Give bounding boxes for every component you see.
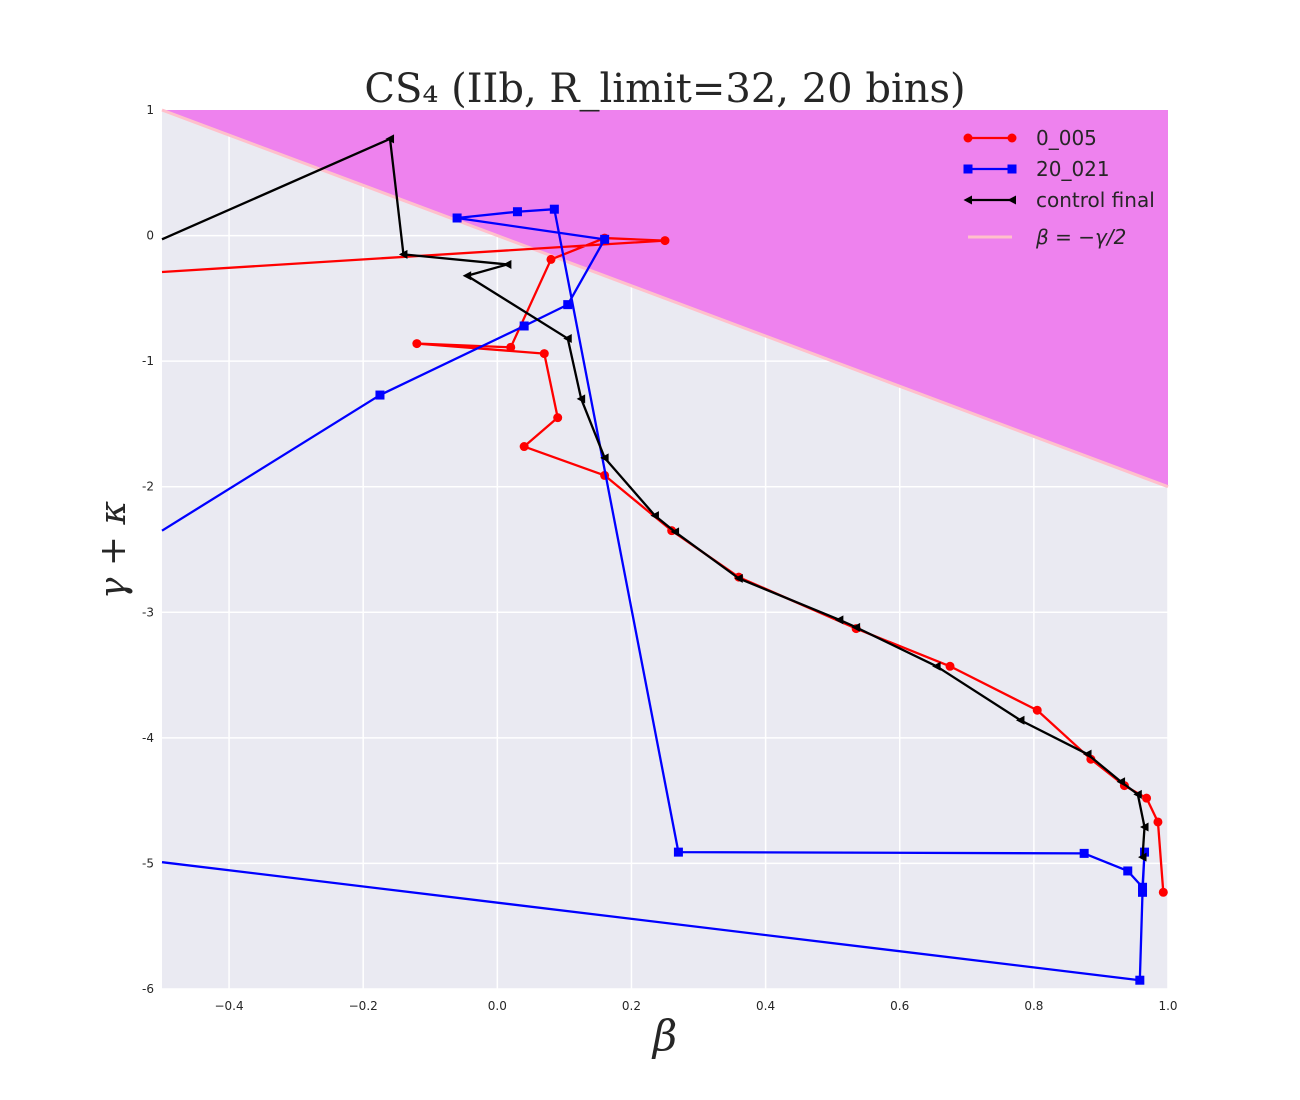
data-point bbox=[1133, 789, 1142, 799]
y-ticks: 1 0 -1 -2 -3 -4 -5 -6 bbox=[142, 103, 154, 996]
data-point bbox=[1158, 887, 1168, 897]
y-tick-label: -6 bbox=[142, 982, 154, 996]
data-point bbox=[600, 453, 609, 463]
series-group bbox=[161, 134, 1168, 985]
legend-marker bbox=[963, 133, 973, 143]
data-point bbox=[539, 349, 549, 359]
legend-label: 0_005 bbox=[1036, 126, 1097, 150]
data-point bbox=[519, 321, 529, 331]
data-point bbox=[673, 847, 683, 857]
x-tick-label: −0.2 bbox=[349, 999, 378, 1013]
data-point bbox=[1138, 852, 1147, 862]
y-tick-label: 0 bbox=[146, 229, 154, 243]
data-point bbox=[1138, 887, 1148, 897]
legend-marker bbox=[1007, 164, 1017, 174]
data-point bbox=[1140, 847, 1150, 857]
data-point bbox=[932, 661, 941, 671]
y-tick-label: -5 bbox=[142, 856, 154, 870]
data-point bbox=[563, 300, 573, 310]
data-point bbox=[1153, 817, 1163, 827]
boundary-line bbox=[161, 108, 1169, 489]
x-tick-label: −0.4 bbox=[214, 999, 243, 1013]
legend-label: control final bbox=[1036, 188, 1155, 212]
series-1 bbox=[161, 204, 1150, 985]
data-point bbox=[563, 334, 572, 344]
legend-label: 20_021 bbox=[1036, 157, 1110, 181]
data-point bbox=[650, 511, 659, 521]
series-line bbox=[161, 137, 1146, 858]
y-tick-label: -4 bbox=[142, 731, 154, 745]
data-point bbox=[375, 390, 385, 400]
y-tick-label: 1 bbox=[146, 103, 154, 117]
y-tick-label: -2 bbox=[142, 480, 154, 494]
data-point bbox=[519, 442, 529, 452]
data-point bbox=[1142, 793, 1152, 803]
x-tick-label: 0.8 bbox=[1024, 999, 1043, 1013]
data-point bbox=[1032, 705, 1042, 715]
data-point bbox=[834, 615, 844, 625]
legend-item: 0_005 bbox=[963, 126, 1097, 150]
legend-marker bbox=[1007, 195, 1016, 205]
data-point bbox=[1083, 749, 1092, 759]
data-point bbox=[945, 661, 955, 671]
legend-item: 20_021 bbox=[963, 157, 1110, 181]
chart-title: CS₄ (IIb, R_limit=32, 20 bins) bbox=[364, 66, 965, 112]
data-point bbox=[576, 394, 586, 404]
x-tick-label: 1.0 bbox=[1158, 999, 1177, 1013]
data-point bbox=[549, 204, 559, 214]
data-point bbox=[506, 342, 516, 352]
legend-marker bbox=[963, 164, 973, 174]
data-point bbox=[670, 527, 680, 537]
data-point bbox=[385, 134, 395, 144]
x-tick-label: 0.4 bbox=[756, 999, 775, 1013]
data-point bbox=[851, 622, 861, 632]
data-point bbox=[734, 573, 743, 583]
y-tick-label: -1 bbox=[142, 354, 154, 368]
data-point bbox=[462, 271, 472, 281]
data-point bbox=[452, 213, 462, 223]
data-point bbox=[546, 254, 556, 264]
data-point bbox=[1135, 975, 1145, 985]
data-point bbox=[660, 236, 670, 246]
data-point bbox=[1138, 882, 1148, 892]
data-point bbox=[553, 413, 563, 423]
data-point bbox=[1140, 822, 1149, 832]
y-axis-label: γ + κ bbox=[93, 501, 134, 600]
x-tick-label: 0.0 bbox=[488, 999, 507, 1013]
legend-item: control final bbox=[963, 188, 1155, 212]
data-point bbox=[1116, 777, 1126, 787]
data-point bbox=[600, 234, 610, 244]
data-point bbox=[1123, 866, 1133, 876]
x-axis-label: β bbox=[651, 1011, 677, 1060]
x-tick-label: 0.6 bbox=[890, 999, 909, 1013]
legend-marker bbox=[963, 195, 972, 205]
legend-item: β = −γ/2 bbox=[968, 225, 1126, 249]
x-ticks: −0.4 −0.2 0.0 0.2 0.4 0.6 0.8 1.0 bbox=[214, 999, 1177, 1013]
series-2 bbox=[161, 134, 1149, 862]
x-tick-label: 0.2 bbox=[622, 999, 641, 1013]
y-tick-label: -3 bbox=[142, 605, 154, 619]
data-point bbox=[512, 207, 522, 217]
data-point bbox=[502, 259, 512, 269]
series-line bbox=[161, 208, 1146, 982]
data-point bbox=[1079, 848, 1089, 858]
data-point bbox=[412, 339, 422, 349]
legend-label: β = −γ/2 bbox=[1035, 225, 1126, 249]
data-point bbox=[398, 249, 408, 259]
data-point bbox=[1015, 715, 1025, 725]
legend-marker bbox=[1007, 133, 1017, 143]
